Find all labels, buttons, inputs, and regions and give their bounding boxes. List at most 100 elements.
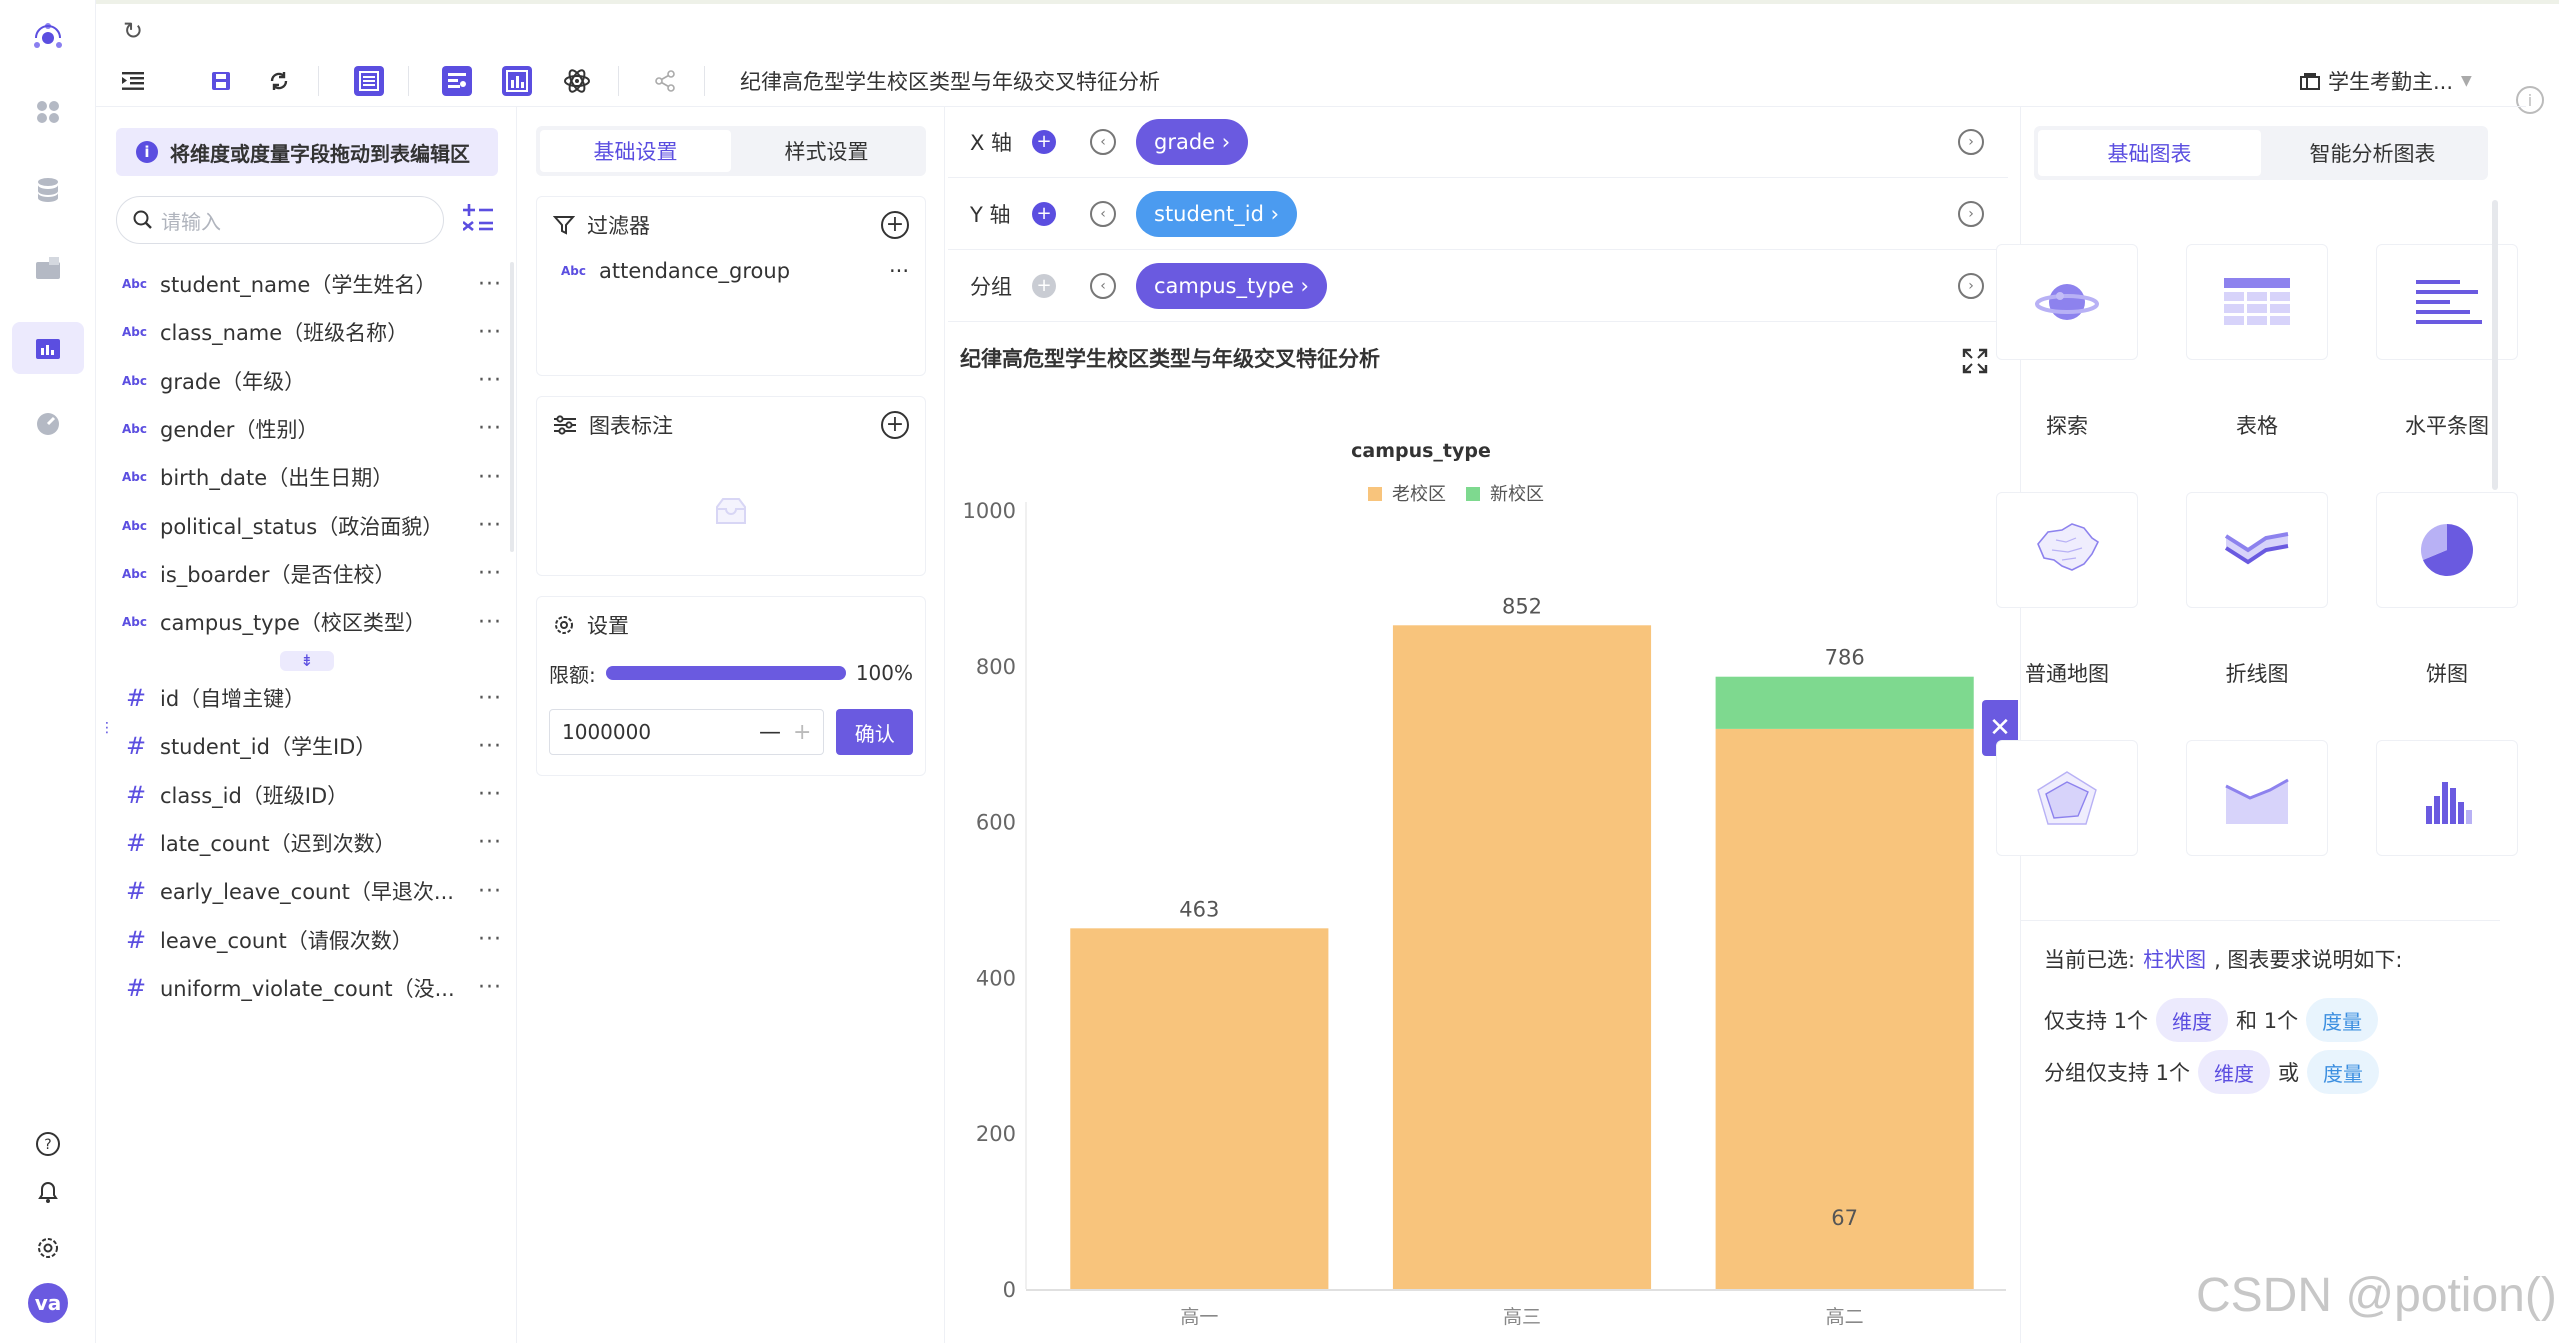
report-title[interactable]: 纪律高危型学生校区类型与年级交叉特征分析 xyxy=(740,70,1160,94)
sync-icon[interactable] xyxy=(262,64,296,98)
add-group-field-button[interactable]: + xyxy=(1032,273,1056,298)
dataset-icon[interactable] xyxy=(28,248,68,288)
info-icon[interactable]: i xyxy=(2516,86,2544,114)
chevron-left-icon[interactable]: ‹ xyxy=(1090,200,1116,227)
settings-gear-icon[interactable] xyxy=(28,1228,68,1268)
y-field-pill[interactable]: student_id › xyxy=(1136,190,1298,237)
field-more-icon[interactable]: ··· xyxy=(478,733,502,759)
gear-icon xyxy=(555,616,573,634)
field-item[interactable]: Abc gender（性别） ··· xyxy=(122,411,502,447)
field-more-icon[interactable]: ··· xyxy=(478,927,502,952)
field-list-scrollbar[interactable] xyxy=(510,262,514,552)
user-avatar[interactable]: va xyxy=(28,1283,68,1323)
data-view-icon[interactable] xyxy=(352,64,386,98)
field-more-icon[interactable]: ··· xyxy=(478,561,502,587)
field-more-icon[interactable]: ··· xyxy=(478,368,502,394)
decrement-icon[interactable]: — xyxy=(758,719,781,745)
field-name: is_boarder（是否住校） xyxy=(160,562,396,587)
help-icon[interactable]: ? xyxy=(28,1124,68,1164)
field-item[interactable]: # late_count（迟到次数） ··· xyxy=(122,825,502,861)
chart-type-5[interactable] xyxy=(2186,492,2328,608)
field-more-icon[interactable]: ··· xyxy=(478,319,502,345)
field-more-icon[interactable]: ··· xyxy=(478,609,502,635)
app-logo-icon[interactable] xyxy=(28,18,68,58)
layout-config-icon[interactable] xyxy=(440,64,474,98)
add-x-field-button[interactable]: + xyxy=(1032,129,1056,154)
chart-view-icon[interactable] xyxy=(500,64,534,98)
bell-icon[interactable] xyxy=(28,1172,68,1212)
database-icon[interactable] xyxy=(28,170,68,210)
x-axis-shelf: X 轴 + ‹ grade › › xyxy=(948,106,2008,178)
tab-basic-settings[interactable]: 基础设置 xyxy=(540,130,731,172)
splitter-handle[interactable]: ⇟ xyxy=(280,651,334,671)
tab-smart-charts[interactable]: 智能分析图表 xyxy=(2309,142,2436,166)
bar-old-campus xyxy=(1392,625,1652,1289)
field-more-icon[interactable]: ··· xyxy=(478,685,502,711)
field-more-icon[interactable]: ··· xyxy=(478,878,502,904)
group-field-pill[interactable]: campus_type › xyxy=(1136,262,1327,309)
chart-editor-icon[interactable] xyxy=(28,328,68,368)
field-more-icon[interactable]: ··· xyxy=(478,830,502,856)
field-more-icon[interactable]: ··· xyxy=(478,416,502,442)
add-calculated-field-icon[interactable] xyxy=(460,200,496,236)
chart-type-7[interactable] xyxy=(1996,740,2138,856)
field-more-icon[interactable]: ··· xyxy=(478,271,502,297)
chart-type-4[interactable] xyxy=(1996,492,2138,608)
tab-basic-charts[interactable]: 基础图表 xyxy=(2038,130,2261,176)
field-item[interactable]: Abc student_name（学生姓名） ··· xyxy=(122,266,502,302)
field-search-input[interactable]: 请输入 xyxy=(116,196,444,244)
confirm-button[interactable]: 确认 xyxy=(836,709,913,755)
add-filter-button[interactable]: + xyxy=(881,211,909,239)
chevron-right-icon[interactable]: › xyxy=(1958,200,1984,227)
chevron-left-icon[interactable]: ‹ xyxy=(1090,272,1116,299)
chart-type-1[interactable] xyxy=(1996,244,2138,360)
chart-type-6[interactable] xyxy=(2376,492,2518,608)
filter-item-more[interactable]: ··· xyxy=(888,259,909,283)
field-more-icon[interactable]: ··· xyxy=(478,513,502,538)
add-y-field-button[interactable]: + xyxy=(1032,201,1056,226)
field-item[interactable]: Abc class_name（班级名称） ··· xyxy=(122,314,502,350)
field-item[interactable]: # leave_count（请假次数） ··· xyxy=(122,922,502,958)
monitor-icon[interactable] xyxy=(28,404,68,444)
field-more-icon[interactable]: ··· xyxy=(478,464,502,490)
atom-icon[interactable] xyxy=(560,64,594,98)
bar-chart[interactable]: campus_type 老校区 新校区 0 200 400 600 800 1000 高一 高三 高二… xyxy=(948,390,2008,1343)
save-icon[interactable] xyxy=(204,64,238,98)
field-item[interactable]: Abc birth_date（出生日期） ··· xyxy=(122,459,502,495)
field-more-icon[interactable]: ··· xyxy=(478,975,502,1001)
text-type-icon: Abc xyxy=(122,421,147,436)
share-icon[interactable] xyxy=(648,64,682,98)
chevron-left-icon[interactable]: ‹ xyxy=(1090,128,1116,155)
chart-type-8[interactable] xyxy=(2186,740,2328,856)
field-item[interactable]: Abc is_boarder（是否住校） ··· xyxy=(122,556,502,592)
field-item[interactable]: # id（自增主键） ··· xyxy=(122,680,502,716)
fullscreen-icon[interactable] xyxy=(1962,348,1988,381)
field-item[interactable]: # student_id（学生ID） ··· xyxy=(122,728,502,764)
field-more-icon[interactable]: ··· xyxy=(478,782,502,808)
add-annotation-button[interactable]: + xyxy=(881,411,909,439)
chart-type-9[interactable] xyxy=(2376,740,2518,856)
field-item[interactable]: Abc campus_type（校区类型） ··· xyxy=(122,604,502,640)
chart-type-scrollbar[interactable] xyxy=(2492,200,2498,490)
tab-style-settings[interactable]: 样式设置 xyxy=(784,140,869,164)
increment-icon[interactable]: + xyxy=(792,719,812,745)
field-item[interactable]: Abc grade（年级） ··· xyxy=(122,363,502,399)
chart-type-2[interactable] xyxy=(2186,244,2328,360)
x-field-pill[interactable]: grade › xyxy=(1136,118,1249,165)
limit-slider[interactable] xyxy=(605,666,846,680)
y-tick-label: 400 xyxy=(976,966,1016,990)
field-item[interactable]: Abc political_status（政治面貌） ··· xyxy=(122,508,502,544)
field-item[interactable]: # uniform_violate_count（没... ··· xyxy=(122,970,502,1006)
dashboard-icon[interactable] xyxy=(28,92,68,132)
chevron-right-icon[interactable]: › xyxy=(1958,272,1984,299)
collapse-menu-icon[interactable] xyxy=(116,64,150,98)
annotation-card: 图表标注 + xyxy=(536,396,926,576)
chevron-right-icon[interactable]: › xyxy=(1958,128,1984,155)
selected-chart-link[interactable]: 柱状图 xyxy=(2143,948,2207,972)
field-item[interactable]: # class_id（班级ID） ··· xyxy=(122,777,502,813)
dataset-selector[interactable]: 学生考勤主... ▼ xyxy=(2300,66,2472,96)
filter-item[interactable]: Abc attendance_group ··· xyxy=(537,253,925,289)
field-item[interactable]: # early_leave_count（早退次... ··· xyxy=(122,873,502,909)
limit-value-input[interactable]: 1000000 — + xyxy=(549,709,825,755)
refresh-page-icon[interactable]: ↻ xyxy=(122,17,144,45)
